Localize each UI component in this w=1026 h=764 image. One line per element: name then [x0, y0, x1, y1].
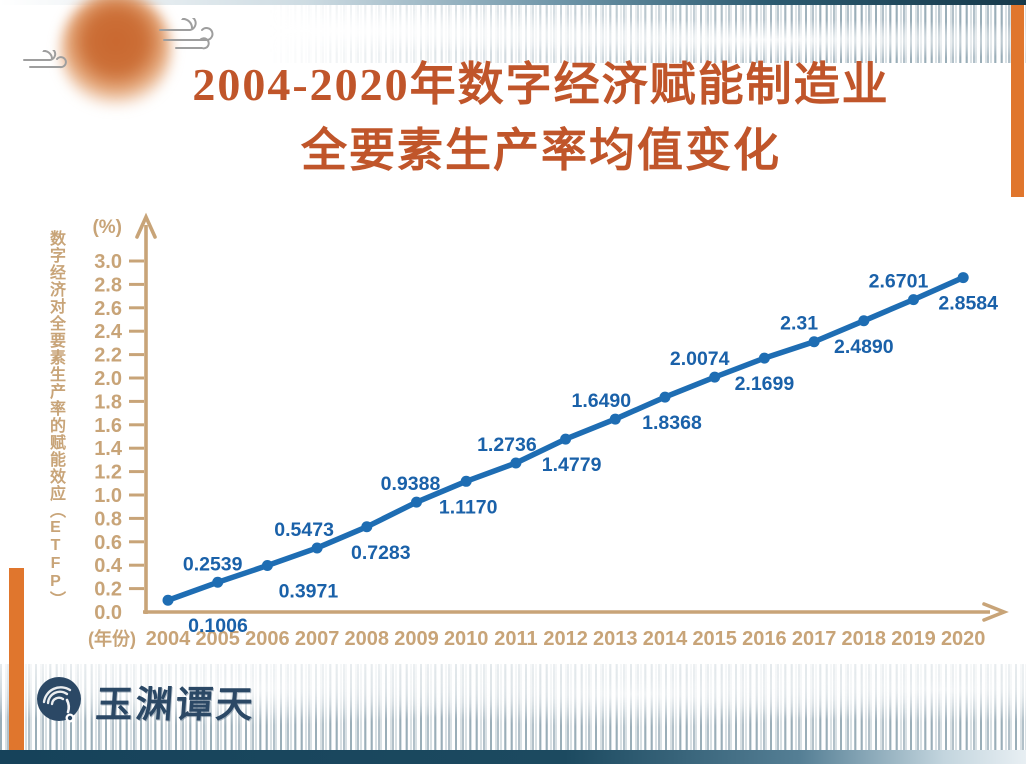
data-point	[957, 272, 969, 284]
data-point	[908, 294, 919, 306]
line-chart: 0.00.20.40.60.81.01.21.41.61.82.02.22.42…	[88, 212, 1009, 650]
data-point	[361, 521, 373, 533]
data-point	[560, 433, 572, 445]
right-accent-bar	[1011, 5, 1024, 197]
y-tick-label: 0.4	[94, 555, 123, 577]
x-tick-label: 2015	[692, 628, 737, 650]
data-point	[858, 315, 870, 327]
soundwave-band-bottom	[0, 664, 1026, 750]
logo-icon	[37, 677, 81, 723]
y-tick-label: 2.6	[94, 298, 122, 320]
data-point	[411, 496, 422, 508]
data-point-label: 1.1170	[439, 496, 498, 518]
y-tick-label: 1.8	[94, 391, 122, 413]
x-tick-label: 2019	[891, 628, 936, 650]
data-point-label: 0.1006	[188, 615, 248, 637]
x-tick-label: 2004	[146, 628, 191, 650]
y-unit-label: (%)	[92, 217, 122, 238]
y-tick-label: 1.4	[94, 438, 123, 460]
y-tick-label: 2.2	[94, 345, 122, 367]
y-tick-label: 1.0	[94, 485, 122, 507]
data-point-label: 1.4779	[542, 454, 602, 476]
bottom-edge-bar	[0, 750, 1026, 764]
y-axis-arrow	[135, 212, 157, 239]
x-tick-label: 2007	[295, 628, 340, 650]
x-tick-label: 2006	[245, 628, 290, 650]
x-tick-label: 2016	[742, 628, 787, 650]
data-point	[510, 457, 522, 469]
data-point-label: 0.3971	[279, 581, 339, 603]
data-point-label: 1.6490	[571, 390, 631, 412]
data-point-label: 0.9388	[381, 473, 441, 495]
x-axis-arrow	[982, 602, 1009, 622]
y-tick-label: 0.0	[94, 602, 122, 624]
y-tick-label: 1.6	[94, 415, 122, 437]
top-edge-strip	[0, 0, 1026, 5]
data-point-label: 2.6701	[869, 271, 929, 293]
data-point-label: 2.1699	[735, 373, 795, 395]
x-tick-label: 2017	[792, 628, 837, 650]
data-point-label: 0.2539	[183, 553, 243, 575]
title-line-2: 全要素生产率均值变化	[301, 125, 781, 176]
logo-text: 玉渊谭天	[94, 685, 258, 726]
data-point-label: 2.0074	[670, 348, 730, 370]
x-tick-label: 2011	[494, 628, 537, 650]
y-tick-label: 0.8	[94, 508, 122, 530]
x-tick-label: 2014	[643, 628, 688, 650]
chart-title: 2004-2020年数字经济赋能制造业 全要素生产率均值变化	[0, 52, 1026, 184]
sun-decoration	[60, 0, 172, 110]
y-tick-label: 3.0	[94, 251, 122, 273]
data-point	[808, 336, 820, 348]
x-tick-label: 2012	[543, 628, 588, 650]
x-tick-label: 2013	[593, 628, 638, 650]
cloud-icon	[23, 50, 67, 69]
data-point	[311, 542, 323, 554]
x-tick-label: 2010	[444, 628, 489, 650]
y-tick-label: 2.4	[94, 321, 123, 343]
data-point	[460, 475, 472, 487]
data-point	[261, 560, 273, 572]
data-point-label: 1.2736	[477, 434, 537, 456]
data-point-label: 2.31	[780, 313, 818, 335]
data-point-label: 0.7283	[351, 542, 411, 564]
data-point-label: 0.5473	[274, 519, 334, 541]
data-point	[162, 594, 174, 606]
x-tick-label: 2009	[394, 628, 439, 650]
x-tick-label: 2018	[842, 628, 887, 650]
y-tick-label: 0.6	[94, 532, 122, 554]
x-tick-label: 2020	[941, 628, 986, 650]
x-tick-label: 2005	[195, 628, 240, 650]
x-tick-label: 2008	[345, 628, 390, 650]
y-tick-label: 2.8	[94, 274, 122, 296]
data-point-label: 2.4890	[834, 336, 894, 358]
y-tick-label: 0.2	[94, 579, 122, 601]
data-point	[758, 352, 770, 364]
title-line-1: 2004-2020年数字经济赋能制造业	[192, 59, 890, 110]
left-accent-bar	[9, 568, 24, 750]
x-axis-caption: (年份)	[88, 628, 136, 649]
logo: 玉渊谭天	[36, 674, 258, 728]
data-point	[709, 371, 721, 383]
y-axis-title: 数字经济对全要素生产率的赋能效应（ETFP）	[47, 230, 64, 608]
data-point	[212, 576, 224, 588]
data-point-label: 2.8584	[938, 293, 998, 315]
data-point	[659, 391, 671, 403]
cloud-icon	[159, 18, 214, 50]
data-point-label: 1.8368	[642, 412, 702, 434]
y-tick-label: 1.2	[94, 462, 122, 484]
data-point	[609, 413, 621, 425]
y-tick-label: 2.0	[94, 368, 122, 390]
